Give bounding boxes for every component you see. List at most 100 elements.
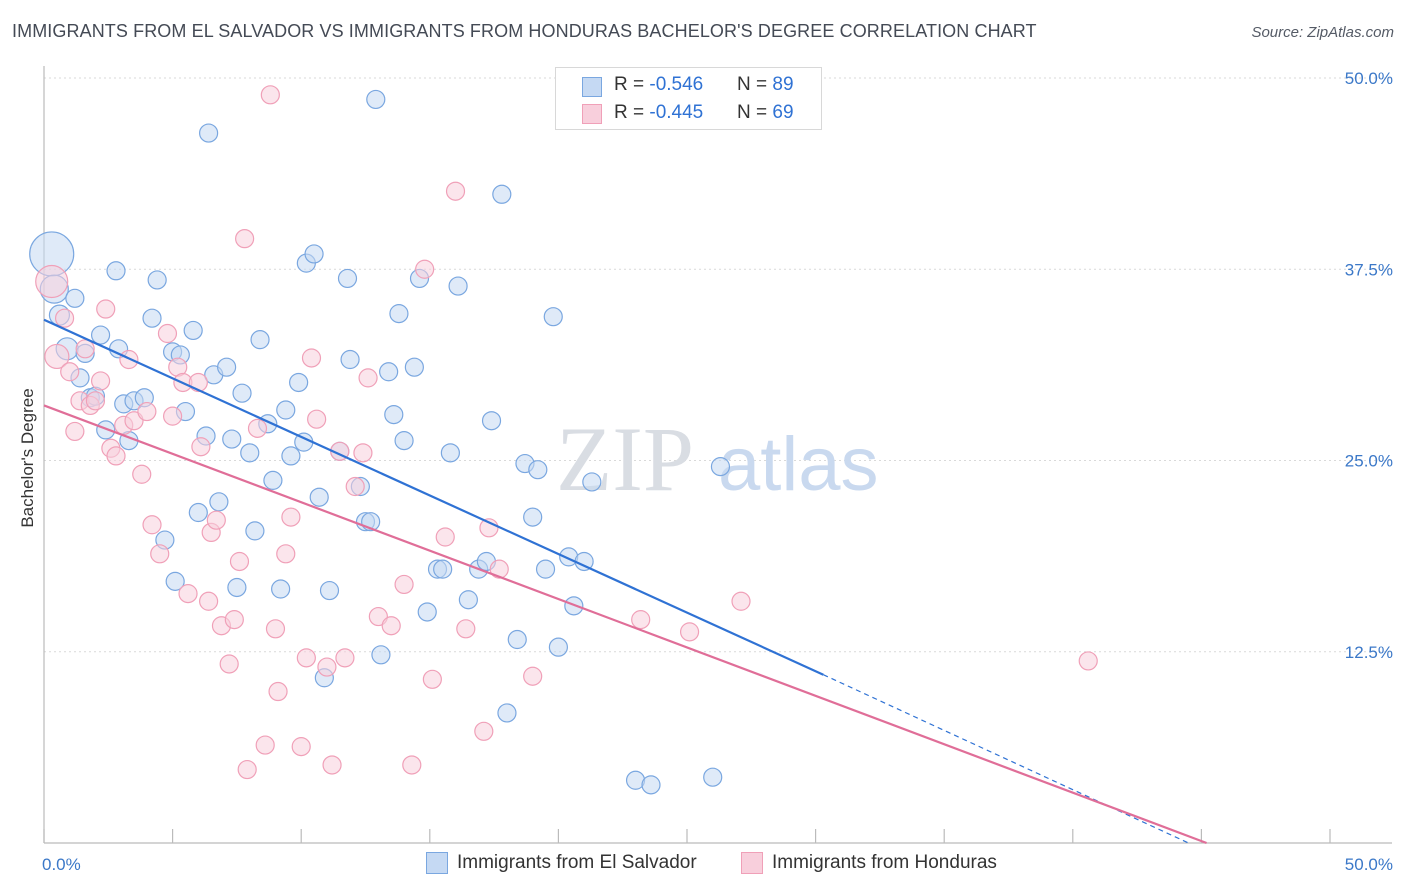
point-el-salvador [245, 521, 265, 541]
point-el-salvador [209, 492, 229, 512]
point-honduras [191, 437, 211, 457]
point-el-salvador [96, 420, 116, 440]
point-honduras [268, 681, 288, 702]
x-tick-label: 50.0% [1345, 855, 1393, 874]
point-el-salvador [263, 470, 283, 490]
stats-r-value-honduras: -0.445 [649, 102, 704, 123]
point-honduras [247, 418, 268, 438]
point-honduras [163, 406, 183, 426]
stats-n-value-el-salvador: 89 [772, 74, 794, 95]
point-el-salvador [548, 637, 569, 657]
point-honduras [75, 339, 95, 359]
point-honduras [85, 391, 106, 411]
legend-swatch-honduras [741, 852, 763, 874]
point-honduras [219, 654, 239, 674]
point-honduras [206, 510, 226, 530]
point-el-salvador [433, 559, 453, 579]
y-tick-label: 50.0% [1345, 69, 1393, 88]
point-honduras [307, 409, 327, 429]
trend-line-el-salvador [43, 318, 824, 676]
point-el-salvador [384, 405, 404, 425]
point-el-salvador [309, 487, 329, 507]
point-el-salvador [183, 320, 203, 341]
point-el-salvador [65, 288, 85, 308]
point-el-salvador [710, 457, 731, 477]
point-honduras [456, 619, 476, 639]
point-el-salvador [481, 411, 502, 431]
point-honduras [178, 584, 198, 604]
point-el-salvador [142, 308, 162, 328]
point-honduras [296, 648, 316, 668]
point-honduras [276, 544, 296, 564]
point-el-salvador [448, 276, 468, 296]
point-el-salvador [281, 446, 301, 466]
point-honduras [90, 371, 111, 391]
point-honduras [394, 574, 414, 595]
y-tick-label: 12.5% [1345, 643, 1393, 662]
point-honduras [358, 368, 378, 388]
point-el-salvador [641, 775, 661, 795]
point-el-salvador [165, 571, 185, 591]
point-honduras [415, 259, 435, 279]
stats-r-label: R = [614, 102, 650, 123]
stats-legend: R = -0.546 N = 89 R = -0.445 N = 69 [555, 67, 822, 130]
point-el-salvador [440, 443, 460, 463]
point-honduras [335, 648, 355, 668]
point-honduras [445, 181, 466, 201]
stats-swatch-honduras [582, 104, 602, 124]
legend-item-honduras[interactable]: Immigrants from Honduras [741, 852, 997, 874]
point-el-salvador [528, 460, 548, 480]
point-honduras [60, 362, 80, 382]
point-honduras [422, 669, 442, 689]
point-honduras [260, 85, 280, 105]
x-tick-label: 0.0% [42, 855, 81, 874]
watermark-zip: ZIP [556, 408, 694, 510]
point-el-salvador [222, 429, 242, 449]
point-el-salvador [337, 268, 358, 289]
point-honduras [237, 759, 257, 780]
point-honduras [265, 619, 286, 639]
point-el-salvador [703, 767, 723, 787]
point-el-salvador [106, 261, 126, 281]
point-honduras [679, 622, 700, 642]
watermark-atlas: atlas [718, 422, 879, 507]
point-el-salvador [304, 244, 324, 264]
stats-n-value-honduras: 69 [772, 102, 794, 123]
point-honduras [132, 464, 152, 484]
data-points [29, 85, 1098, 795]
trend-lines [43, 318, 1207, 845]
point-el-salvador [147, 270, 167, 290]
y-tick-label: 25.0% [1345, 452, 1393, 471]
point-honduras [1078, 651, 1098, 671]
point-honduras [255, 735, 275, 755]
point-el-salvador [507, 629, 527, 650]
point-el-salvador [271, 579, 291, 599]
point-honduras [137, 401, 157, 422]
point-honduras [35, 264, 69, 299]
point-honduras [353, 443, 373, 463]
point-honduras [322, 755, 342, 775]
point-el-salvador [276, 400, 296, 420]
legend-swatch-el-salvador [426, 852, 448, 874]
point-honduras [281, 507, 301, 527]
chart-title: IMMIGRANTS FROM EL SALVADOR VS IMMIGRANT… [12, 21, 1037, 41]
point-el-salvador [188, 502, 208, 523]
point-el-salvador [394, 431, 414, 451]
stats-n-label: N = [737, 102, 773, 123]
point-honduras [474, 721, 494, 741]
point-el-salvador [389, 304, 409, 324]
point-el-salvador [417, 602, 437, 622]
point-honduras [523, 666, 543, 686]
point-honduras [731, 591, 751, 611]
point-honduras [402, 755, 422, 775]
stats-n-label: N = [737, 74, 773, 95]
legend-label-honduras: Immigrants from Honduras [772, 852, 997, 873]
point-honduras [435, 527, 455, 547]
y-tick-label: 37.5% [1345, 260, 1393, 279]
point-honduras [301, 348, 322, 368]
point-el-salvador [319, 580, 340, 601]
stats-swatch-el-salvador [582, 77, 602, 97]
axes [43, 66, 1392, 844]
legend-item-el-salvador[interactable]: Immigrants from El Salvador [426, 852, 697, 874]
point-honduras [317, 657, 337, 677]
